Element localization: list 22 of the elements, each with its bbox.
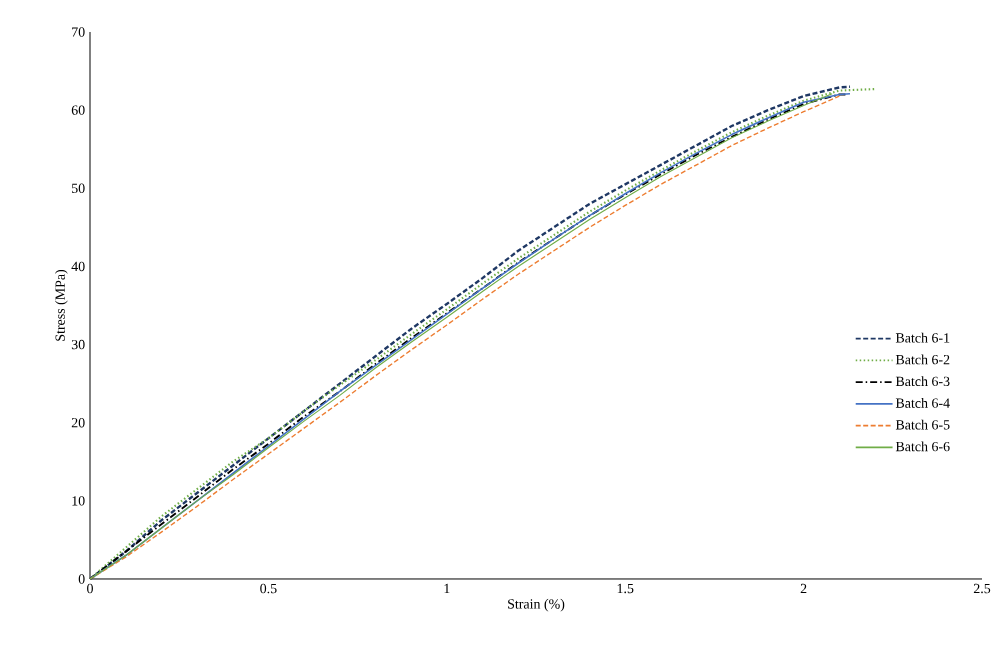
x-tick-label: 0.5 (260, 583, 277, 594)
y-tick-label: 30 (71, 339, 85, 350)
legend-label: Batch 6-2 (895, 354, 950, 365)
legend-label: Batch 6-6 (895, 441, 950, 452)
x-tick-label: 1.5 (617, 583, 634, 594)
legend-label: Batch 6-4 (895, 397, 950, 408)
x-tick-label: 2 (800, 583, 807, 594)
x-tick-label: 2.5 (973, 583, 991, 594)
y-tick-label: 70 (72, 27, 85, 37)
y-tick-label: 10 (72, 496, 85, 506)
y-tick-label: 50 (72, 183, 85, 193)
x-tick-label: 1 (444, 583, 450, 594)
legend-label: Batch 6-3 (895, 376, 950, 387)
legend-label: Batch 6-5 (895, 419, 950, 430)
y-tick-label: 20 (71, 417, 85, 428)
x-tick-label: 0 (87, 583, 93, 594)
y-tick-label: 60 (71, 105, 85, 115)
legend-label: Batch 6-1 (895, 332, 950, 343)
y-tick-label: 0 (78, 574, 85, 584)
x-axis-title: Strain (%) (508, 598, 565, 612)
y-tick-label: 40 (71, 261, 85, 272)
y-axis-title: Stress (MPa) (55, 269, 68, 341)
